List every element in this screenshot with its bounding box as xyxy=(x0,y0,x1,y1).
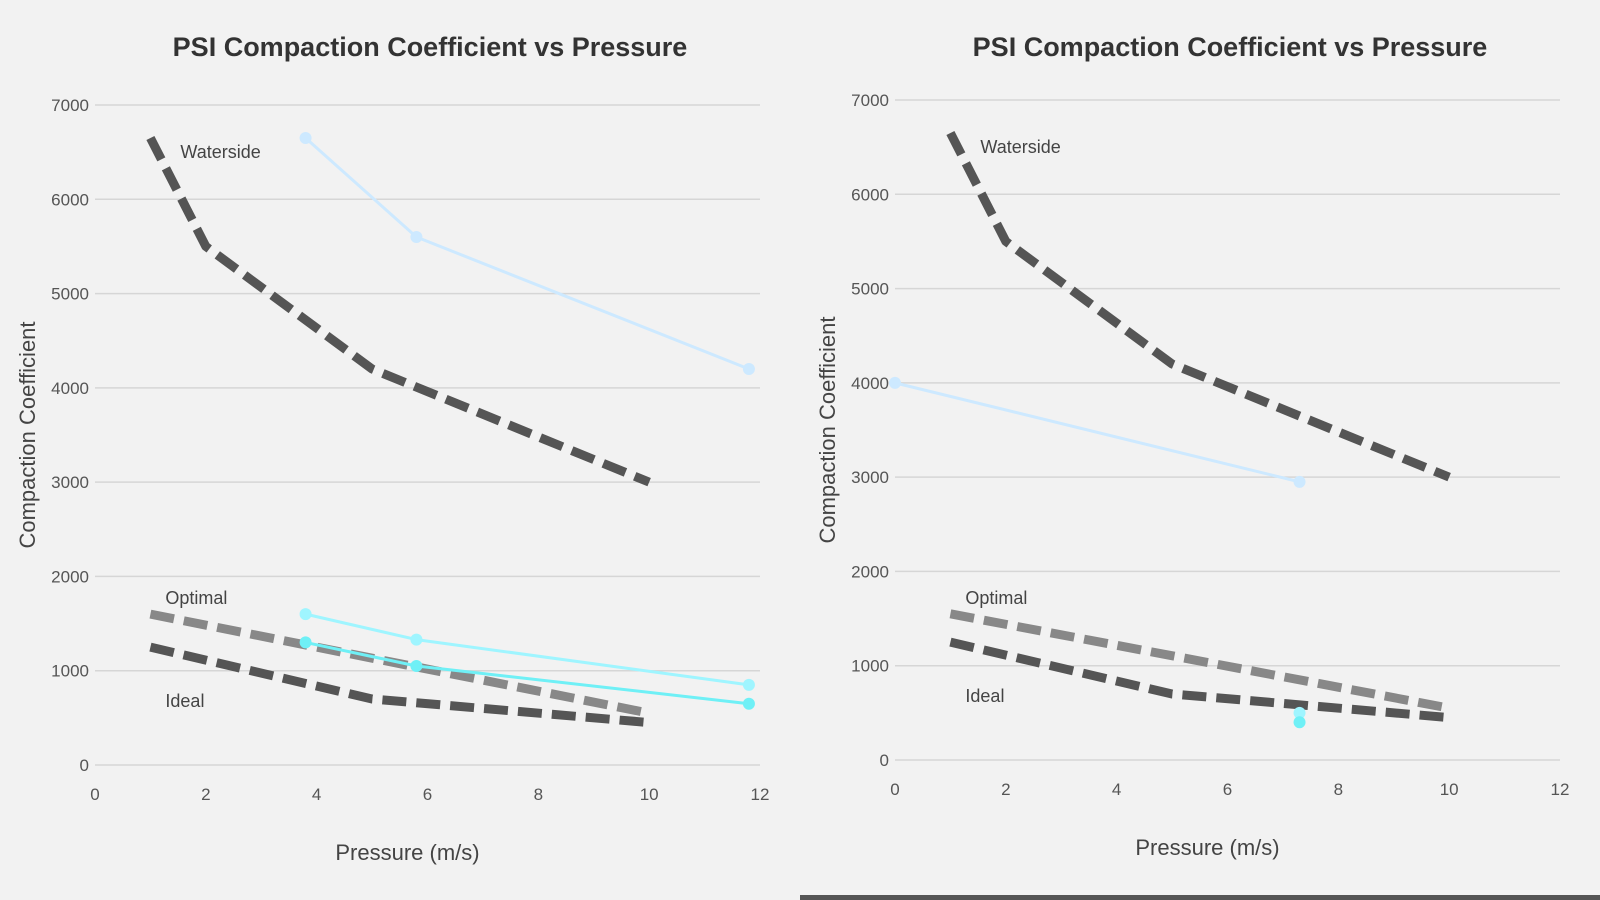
y-tick-label: 6000 xyxy=(51,190,89,209)
series-label: Waterside xyxy=(180,142,260,162)
x-tick-label: 6 xyxy=(423,785,432,804)
y-tick-label: 1000 xyxy=(51,662,89,681)
series-line xyxy=(146,135,651,487)
y-tick-label: 5000 xyxy=(851,280,889,299)
series-point xyxy=(742,697,755,710)
x-tick-label: 12 xyxy=(1551,780,1570,799)
series-point xyxy=(742,678,755,691)
chart-left: 0 1000 2000 3000 4000 5000 6000 7000 0 2 4 6 8 10 12 Pr… xyxy=(15,96,769,865)
series-point xyxy=(1293,716,1306,729)
series-line xyxy=(304,136,750,371)
x-tick-label: 12 xyxy=(751,785,770,804)
y-tick-label: 5000 xyxy=(51,285,89,304)
x-tick-label: 0 xyxy=(90,785,99,804)
y-tick-label: 1000 xyxy=(851,657,889,676)
series-point xyxy=(1293,706,1306,719)
x-tick-label: 2 xyxy=(1001,780,1010,799)
x-axis-title: Pressure (m/s) xyxy=(1135,835,1279,860)
x-tick-label: 4 xyxy=(312,785,321,804)
series-point xyxy=(299,132,312,144)
y-tick-label: 2000 xyxy=(851,562,889,581)
series-point xyxy=(410,231,423,243)
series-line xyxy=(305,612,750,687)
y-tick-label: 0 xyxy=(80,756,89,775)
series-label: Optimal xyxy=(165,588,227,608)
series-point xyxy=(410,660,423,672)
series-point xyxy=(299,636,312,649)
chart-title-right: PSI Compaction Coefficient vs Pressure xyxy=(972,32,1488,62)
series-label: Optimal xyxy=(965,588,1027,608)
y-tick-label: 2000 xyxy=(51,567,89,586)
series-point xyxy=(742,363,755,375)
x-tick-label: 8 xyxy=(1334,780,1343,799)
series-label: Ideal xyxy=(165,691,204,711)
y-tick-label: 0 xyxy=(880,751,889,770)
chart-title-left: PSI Compaction Coefficient vs Pressure xyxy=(172,32,688,62)
series-line xyxy=(949,609,1451,713)
series-line xyxy=(949,637,1450,723)
y-tick-label: 4000 xyxy=(51,379,89,398)
y-tick-label: 3000 xyxy=(51,473,89,492)
x-tick-label: 8 xyxy=(534,785,543,804)
series-point xyxy=(299,608,312,621)
y-axis-title: Compaction Coefficient xyxy=(15,321,40,548)
y-tick-label: 7000 xyxy=(51,96,89,115)
x-axis-title: Pressure (m/s) xyxy=(335,840,479,865)
series-line xyxy=(946,130,1451,482)
x-tick-label: 6 xyxy=(1223,780,1232,799)
series-label: Waterside xyxy=(980,137,1060,157)
series-point xyxy=(889,376,901,389)
y-tick-label: 6000 xyxy=(851,185,889,204)
x-tick-label: 4 xyxy=(1112,780,1121,799)
series-line xyxy=(894,381,1300,484)
x-tick-label: 10 xyxy=(1440,780,1459,799)
series-line xyxy=(149,642,650,728)
y-axis-title: Compaction Coefficient xyxy=(815,316,840,543)
bottom-bar xyxy=(800,895,1600,900)
y-tick-label: 3000 xyxy=(851,468,889,487)
series-point xyxy=(1293,475,1306,488)
x-tick-label: 10 xyxy=(640,785,659,804)
y-tick-label: 7000 xyxy=(851,91,889,110)
x-tick-label: 0 xyxy=(890,780,899,799)
series-point xyxy=(410,633,423,646)
x-tick-label: 2 xyxy=(201,785,210,804)
chart-right: 0 1000 2000 3000 4000 5000 6000 7000 0 2 4 6 8 10 12 Pr… xyxy=(815,91,1569,860)
y-tick-label: 4000 xyxy=(851,374,889,393)
series-label: Ideal xyxy=(965,686,1004,706)
